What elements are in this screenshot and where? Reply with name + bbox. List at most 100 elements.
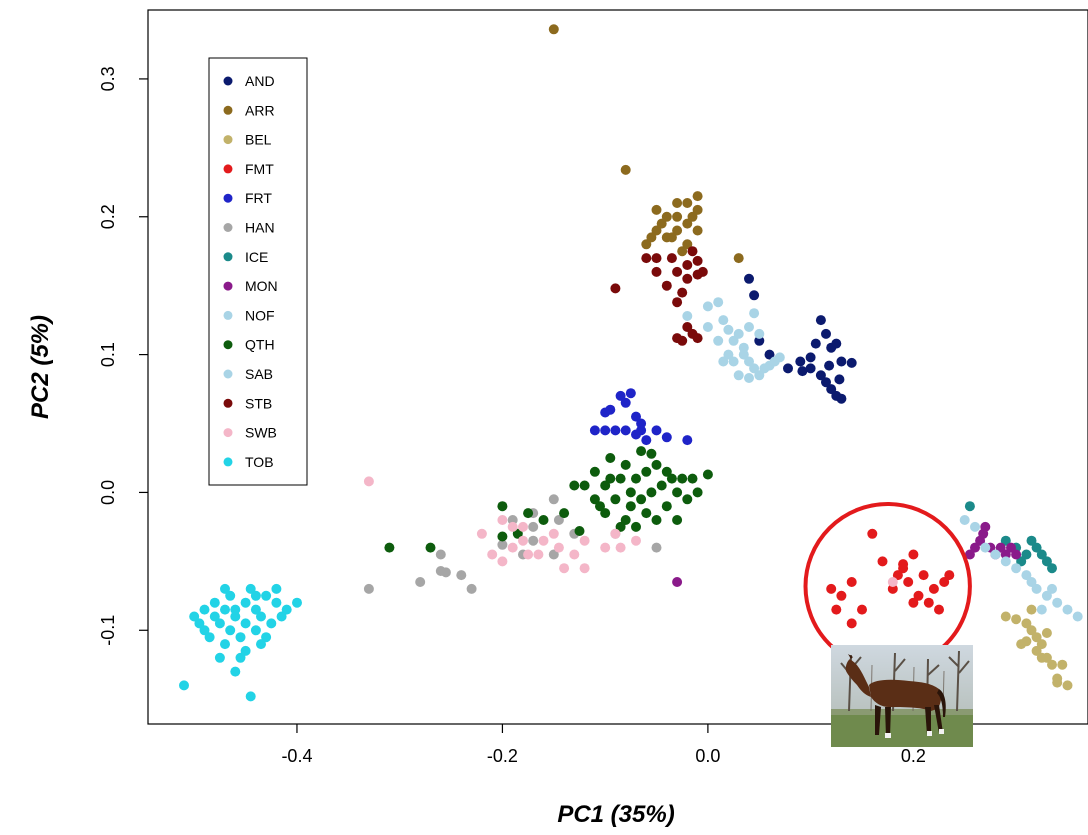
point-stb-17 xyxy=(672,297,683,308)
point-qth-43 xyxy=(646,448,657,459)
point-tob-31 xyxy=(230,666,241,677)
point-swb-22 xyxy=(887,577,898,587)
point-tob-3 xyxy=(199,625,210,636)
point-qth-16 xyxy=(610,494,621,505)
point-fmt-16 xyxy=(928,583,939,594)
point-tob-27 xyxy=(271,583,282,594)
point-mon-0 xyxy=(672,577,683,587)
point-frt-9 xyxy=(661,432,672,443)
point-swb-8 xyxy=(559,563,570,574)
point-han-9 xyxy=(548,494,559,505)
point-stb-18 xyxy=(682,273,693,284)
legend-label: FMT xyxy=(245,161,274,177)
y-tick-label: 0.2 xyxy=(98,204,118,229)
point-tob-18 xyxy=(240,597,251,608)
point-ice-3 xyxy=(1021,549,1032,560)
plot-frame xyxy=(147,9,1088,725)
point-nof-0 xyxy=(959,515,970,525)
point-qth-40 xyxy=(702,469,713,480)
point-sab-18 xyxy=(738,342,749,353)
point-tob-28 xyxy=(276,611,287,622)
point-swb-11 xyxy=(600,542,611,553)
legend-swatch xyxy=(223,457,233,467)
point-qth-1 xyxy=(425,542,436,553)
point-tob-2 xyxy=(194,618,205,629)
legend-swatch xyxy=(223,340,233,350)
point-fmt-8 xyxy=(887,583,898,594)
point-ice-6 xyxy=(1047,563,1057,574)
point-sab-14 xyxy=(774,352,785,363)
point-tob-8 xyxy=(214,618,225,629)
point-stb-6 xyxy=(677,287,688,298)
point-tob-32 xyxy=(245,691,256,702)
point-qth-30 xyxy=(656,480,667,491)
point-sab-9 xyxy=(749,363,760,374)
legend-item-ice: ICE xyxy=(223,249,268,265)
point-stb-14 xyxy=(692,333,703,344)
y-tick-label: 0.3 xyxy=(98,66,118,91)
point-qth-32 xyxy=(661,466,672,477)
point-qth-27 xyxy=(646,487,657,498)
legend-label: AND xyxy=(245,73,275,89)
point-and-0 xyxy=(744,273,754,284)
point-tob-22 xyxy=(256,611,266,622)
point-tob-25 xyxy=(266,618,277,629)
legend-item-qth: QTH xyxy=(223,337,275,353)
point-fmt-3 xyxy=(846,577,857,587)
point-and-12 xyxy=(815,370,826,381)
point-arr-11 xyxy=(682,218,693,229)
point-swb-3 xyxy=(507,542,518,553)
point-fmt-12 xyxy=(908,549,919,560)
x-axis: -0.4 -0.2 0.0 0.2 xyxy=(281,724,926,766)
point-mon-9 xyxy=(1011,549,1022,560)
point-tob-26 xyxy=(271,597,282,608)
point-qth-9 xyxy=(574,526,585,536)
legend-swatch xyxy=(223,193,233,203)
legend-swatch xyxy=(223,398,233,408)
point-han-13 xyxy=(651,542,662,553)
legend-label: FRT xyxy=(245,190,272,206)
legend-label: HAN xyxy=(245,220,275,236)
point-and-17 xyxy=(821,377,831,388)
point-qth-26 xyxy=(641,508,652,519)
point-qth-34 xyxy=(672,487,683,498)
point-nof-3 xyxy=(990,549,1001,560)
point-bel-9 xyxy=(1062,680,1073,691)
point-fmt-18 xyxy=(939,577,950,587)
point-stb-2 xyxy=(651,266,662,277)
point-arr-7 xyxy=(682,198,693,208)
point-stb-9 xyxy=(692,255,703,266)
point-qth-24 xyxy=(636,494,647,505)
point-sab-8 xyxy=(744,356,754,367)
point-nof-6 xyxy=(1021,570,1032,581)
point-tob-13 xyxy=(225,590,236,601)
point-stb-0 xyxy=(610,283,621,294)
point-sab-4 xyxy=(723,324,734,335)
point-qth-10 xyxy=(579,480,590,491)
point-han-0 xyxy=(363,583,374,594)
point-han-5 xyxy=(466,583,477,594)
point-nof-8 xyxy=(1031,583,1042,594)
legend-item-stb: STB xyxy=(223,395,272,411)
point-han-15 xyxy=(507,515,518,525)
point-tob-11 xyxy=(220,583,230,594)
point-and-4 xyxy=(805,352,816,363)
point-fmt-5 xyxy=(857,604,867,615)
point-tob-20 xyxy=(250,625,261,636)
point-sab-23 xyxy=(718,356,729,367)
point-qth-13 xyxy=(600,480,611,491)
point-fmt-9 xyxy=(892,570,903,581)
point-fmt-20 xyxy=(908,597,919,608)
point-tob-16 xyxy=(235,632,246,643)
point-ice-9 xyxy=(1036,549,1047,560)
point-qth-37 xyxy=(682,494,693,505)
point-han-3 xyxy=(440,567,451,578)
point-qth-22 xyxy=(631,473,641,484)
point-and-19 xyxy=(824,360,835,371)
point-fmt-14 xyxy=(918,570,929,581)
point-qth-4 xyxy=(512,528,523,539)
point-qth-20 xyxy=(625,487,636,498)
point-sab-5 xyxy=(728,335,739,346)
point-mon-1 xyxy=(970,542,980,553)
